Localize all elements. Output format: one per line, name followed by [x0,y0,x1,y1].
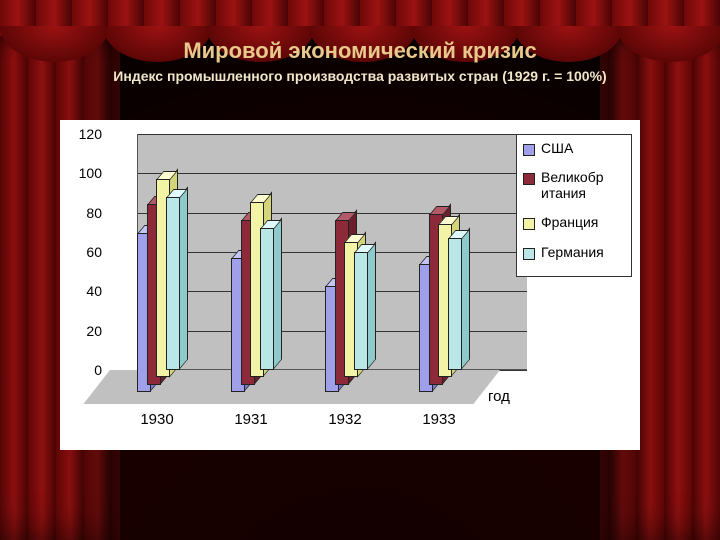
legend-swatch [523,144,535,156]
bar-group: 1930 [118,134,196,404]
x-category-label: 1933 [400,411,478,428]
bar-group: 1931 [212,134,290,404]
title-block: Мировой экономический кризис Индекс пром… [0,38,720,84]
chart-legend: США Великобр итания Франция Германия [516,134,632,277]
legend-swatch [523,248,535,260]
bar [166,197,180,370]
legend-item: США [523,141,625,156]
bar-front [354,252,368,370]
y-tick-label: 60 [86,244,102,260]
y-tick-label: 40 [86,283,102,299]
legend-label: Великобр итания [541,170,625,201]
bar-front [260,228,274,370]
x-category-label: 1930 [118,411,196,428]
bar-side [179,186,188,370]
y-tick-label: 0 [94,362,102,378]
legend-label: Германия [541,245,604,260]
legend-item: Великобр итания [523,170,625,201]
bar [354,252,368,370]
bar-side [367,241,376,370]
bar [448,238,462,370]
y-tick-label: 20 [86,323,102,339]
x-category-label: 1932 [306,411,384,428]
slide-subtitle: Индекс промышленного производства развит… [0,68,720,84]
bar-side [273,218,282,370]
x-axis-label: год [488,388,510,405]
y-tick-label: 100 [79,165,102,181]
chart-panel: 1930193119321933 020406080100120 год США… [60,120,640,450]
legend-label: США [541,141,573,156]
bar-front [166,197,180,370]
legend-swatch [523,218,535,230]
bar-group: 1933 [400,134,478,404]
y-tick-label: 120 [79,126,102,142]
bar-side [461,228,470,370]
x-category-label: 1931 [212,411,290,428]
legend-label: Франция [541,215,598,230]
slide-stage: Мировой экономический кризис Индекс пром… [0,0,720,540]
y-tick-label: 80 [86,205,102,221]
bar-group: 1932 [306,134,384,404]
legend-item: Франция [523,215,625,230]
chart-plot-area: 1930193119321933 020406080100120 [110,134,500,404]
bar-front [448,238,462,370]
legend-item: Германия [523,245,625,260]
chart-bar-groups: 1930193119321933 [110,134,500,404]
bar [260,228,274,370]
legend-swatch [523,173,535,185]
slide-title: Мировой экономический кризис [0,38,720,64]
